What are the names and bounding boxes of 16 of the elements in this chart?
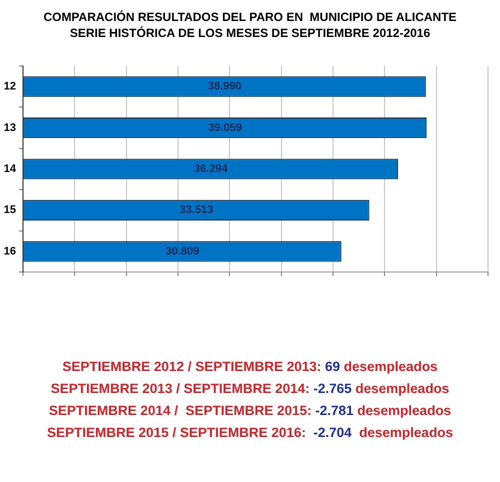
data-label: 39.059 (208, 122, 242, 134)
chart-subtitle: SERIE HISTÓRICA DE LOS MESES DE SEPTIEMBRE 2012-2016 (68, 25, 432, 41)
chart-title: COMPARACIÓN RESULTADOS DEL PARO EN MUNICIPIO DE ALICANTE (42, 9, 458, 25)
y-tick-label: 15 (4, 204, 16, 216)
data-label: 30.809 (166, 245, 200, 258)
y-tick-label: 14 (4, 163, 17, 176)
y-tick-label: 12 (4, 80, 16, 93)
data-label: 38.990 (208, 80, 242, 93)
y-tick-label: 16 (4, 245, 16, 258)
y-tick-label: 13 (4, 122, 16, 134)
data-label: 36.294 (194, 163, 228, 176)
text: SEPTIEMBRE 2015 / SEPTIEMBRE 2016: -2.704 desempleados (47, 425, 453, 440)
text: SEPTIEMBRE 2013 / SEPTIEMBRE 2014: -2.765 desempleados (50, 381, 450, 396)
text: SEPTIEMBRE 2012 / SEPTIEMBRE 2013: 69 desempleados (62, 359, 438, 374)
text: SEPTIEMBRE 2014 / SEPTIEMBRE 2015: -2.781 desempleados (48, 403, 452, 418)
data-label: 33.513 (180, 204, 214, 216)
